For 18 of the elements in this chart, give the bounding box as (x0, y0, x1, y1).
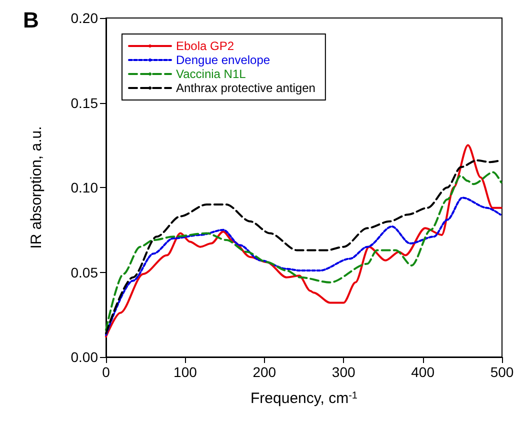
x-tick-label: 500 (490, 364, 514, 380)
x-tick-label: 400 (411, 364, 435, 380)
y-tick-label: 0.20 (70, 10, 98, 26)
legend-label: Vaccinia N1L (176, 67, 246, 81)
legend-label: Ebola GP2 (176, 39, 234, 53)
x-tick-label: 0 (102, 364, 110, 380)
chart-title: B (23, 8, 39, 32)
y-axis-title: IR absorption, a.u. (28, 126, 45, 249)
y-tick-label: 0.05 (70, 264, 98, 280)
x-tick-label: 200 (252, 364, 276, 380)
x-tick-label: 300 (332, 364, 356, 380)
y-tick-label: 0.15 (70, 94, 98, 111)
x-tick-label: 100 (174, 364, 198, 380)
legend-label: Anthrax protective antigen (176, 81, 316, 95)
line-series (105, 196, 502, 336)
y-tick-label: 0.10 (70, 180, 98, 196)
legend-label: Dengue envelope (176, 53, 270, 67)
y-tick-label: 0.00 (70, 349, 98, 365)
